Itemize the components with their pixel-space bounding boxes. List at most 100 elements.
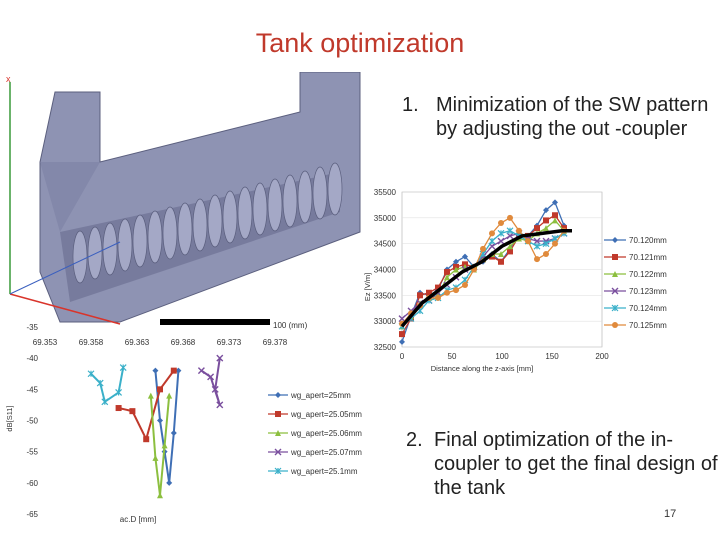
data-point: [175, 367, 182, 374]
data-point: [115, 405, 122, 412]
scale-bar: [160, 319, 270, 325]
legend-label: 70.120mm: [629, 236, 667, 245]
y-tick-label: -45: [26, 385, 38, 394]
legend-label: wg_apert=25.1mm: [290, 467, 358, 476]
ez-field-chart: 32500 33000 33500 34000 34500 35000 35500 0 50 10…: [363, 188, 667, 373]
data-point: [543, 225, 549, 232]
data-point: [152, 454, 159, 461]
cavity-cell: [222, 190, 238, 244]
data-point: [444, 274, 450, 281]
legend-entry: wg_apert=25.07mm: [268, 448, 362, 457]
data-point: [166, 479, 173, 486]
cavity-cell: [192, 198, 208, 252]
data-point: [507, 248, 513, 255]
data-point: [533, 237, 541, 245]
data-point: [533, 242, 541, 250]
data-point: [444, 289, 450, 296]
tank-body: [39, 72, 361, 323]
scale-label: 100 (mm): [273, 321, 308, 330]
series-fit: [400, 229, 572, 328]
data-point: [480, 245, 486, 252]
x-tick-label: 0: [400, 352, 405, 361]
legend-label: 70.121mm: [629, 253, 667, 262]
data-point: [166, 392, 173, 399]
item-2: 2. Final optimization of the in-coupler …: [406, 428, 718, 500]
data-point: [216, 401, 224, 409]
x-tick-label: 69.358: [79, 338, 104, 347]
legend-marker: [611, 304, 619, 312]
legend-label: 70.125mm: [629, 321, 667, 330]
cavity-cell: [207, 194, 223, 248]
data-point: [435, 294, 441, 301]
legend-entry: 70.125mm: [604, 321, 667, 330]
legend-label: 70.123mm: [629, 287, 667, 296]
data-point: [453, 258, 459, 265]
x-tick-label: 150: [545, 352, 559, 361]
data-point: [543, 217, 549, 224]
legend-marker: [274, 467, 282, 475]
legend-entry: wg_apert=25.1mm: [268, 467, 358, 476]
data-point: [552, 240, 558, 247]
x-axis-label: ac.D [mm]: [120, 515, 156, 524]
data-point: [426, 289, 432, 296]
y-tick-label: 34000: [374, 266, 397, 275]
y-tick-label: -50: [26, 417, 38, 426]
cavity-cell: [282, 174, 298, 228]
data-point: [453, 266, 459, 273]
legend-marker: [612, 254, 618, 260]
legend-entry: 70.124mm: [604, 304, 667, 313]
x-tick-label: 69.368: [171, 338, 196, 347]
data-point: [161, 442, 168, 449]
series-wg_apert=25.07mm: [197, 354, 224, 409]
y-tick-label: -60: [26, 479, 38, 488]
y-tick-label: -55: [26, 448, 38, 457]
cavity-cell: [72, 230, 88, 284]
cavity-cell: [177, 202, 193, 256]
data-point: [216, 354, 224, 362]
data-point: [552, 217, 558, 224]
item-1: 1. Minimization of the SW pattern by adj…: [402, 93, 718, 141]
data-point: [417, 292, 423, 299]
cavity-cell: [147, 210, 163, 264]
item-1-number: 1.: [402, 94, 419, 116]
data-point: [507, 214, 513, 221]
cavity-cell: [267, 178, 283, 232]
legend-entry: wg_apert=25.06mm: [268, 429, 362, 438]
cavity-cell: [297, 170, 313, 224]
x-tick-label: 69.378: [263, 338, 288, 347]
axis-z-line: [9, 241, 121, 295]
data-point: [444, 269, 450, 276]
series-wg_apert=25.06mm: [147, 392, 173, 499]
legend-label: wg_apert=25.05mm: [290, 410, 362, 419]
data-point: [497, 237, 505, 245]
x-tick-label: 50: [448, 352, 457, 361]
data-point: [462, 253, 468, 260]
y-tick-label: 35500: [374, 188, 397, 197]
slide-title: Tank optimization: [255, 28, 465, 58]
data-point: [157, 386, 163, 393]
series-line: [154, 370, 180, 483]
data-point: [489, 230, 495, 237]
y-tick-label: 33000: [374, 317, 397, 326]
y-axis-label: Ez [V/m]: [363, 273, 372, 301]
series-line: [200, 358, 221, 406]
data-point: [516, 227, 522, 234]
data-point: [96, 379, 104, 387]
y-tick-label: 34500: [374, 240, 397, 249]
legend-entry: 70.123mm: [604, 287, 667, 296]
s11-chart: -35 -40 -45 -50 -55 -60 -65 69.353 69.358 69.363 6…: [5, 323, 362, 524]
data-point: [152, 367, 159, 374]
data-point: [399, 331, 405, 338]
data-point: [115, 389, 123, 396]
x-tick-label: 100: [495, 352, 509, 361]
y-tick-label: -65: [26, 510, 38, 519]
series-line: [90, 367, 125, 404]
data-point: [543, 251, 549, 257]
x-tick-label: 69.373: [217, 338, 242, 347]
y-tick-label: 32500: [374, 343, 397, 352]
data-point: [119, 364, 127, 371]
data-point: [534, 225, 540, 232]
data-point: [488, 237, 496, 245]
cavity-cell: [237, 186, 253, 240]
data-point: [170, 367, 177, 374]
